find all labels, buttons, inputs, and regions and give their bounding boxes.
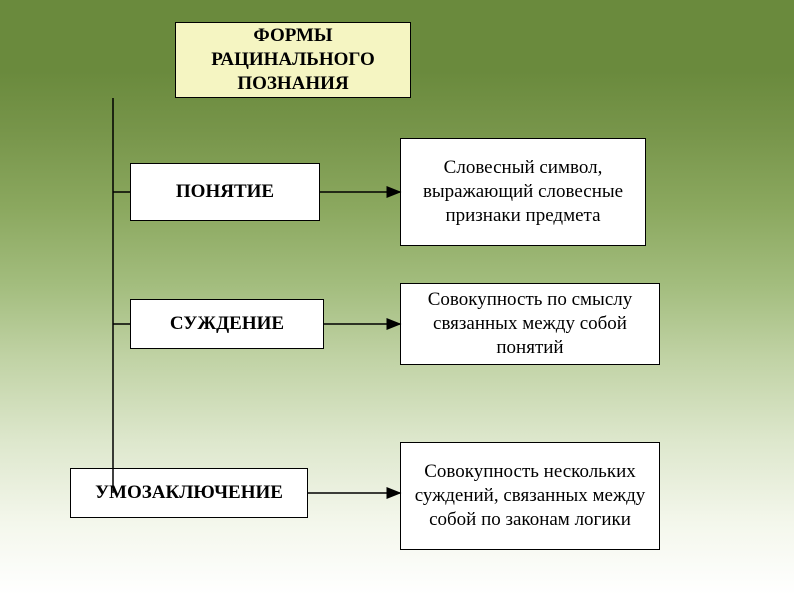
title-text: ФОРМЫ РАЦИНАЛЬНОГО ПОЗНАНИЯ [211, 24, 375, 95]
term-label-0: ПОНЯТИЕ [176, 180, 274, 204]
term-label-1: СУЖДЕНИЕ [170, 312, 284, 336]
term-label-2: УМОЗАКЛЮЧЕНИЕ [95, 481, 283, 505]
def-text-1: Совокупность по смыслу связанных между с… [411, 288, 649, 359]
term-box-0: ПОНЯТИЕ [130, 163, 320, 221]
term-box-2: УМОЗАКЛЮЧЕНИЕ [70, 468, 308, 518]
def-text-2: Совокупность нескольких суждений, связан… [411, 460, 649, 531]
def-box-0: Словесный символ, выражающий словесные п… [400, 138, 646, 246]
def-box-1: Совокупность по смыслу связанных между с… [400, 283, 660, 365]
title-box: ФОРМЫ РАЦИНАЛЬНОГО ПОЗНАНИЯ [175, 22, 411, 98]
term-box-1: СУЖДЕНИЕ [130, 299, 324, 349]
def-text-0: Словесный символ, выражающий словесные п… [411, 156, 635, 227]
def-box-2: Совокупность нескольких суждений, связан… [400, 442, 660, 550]
